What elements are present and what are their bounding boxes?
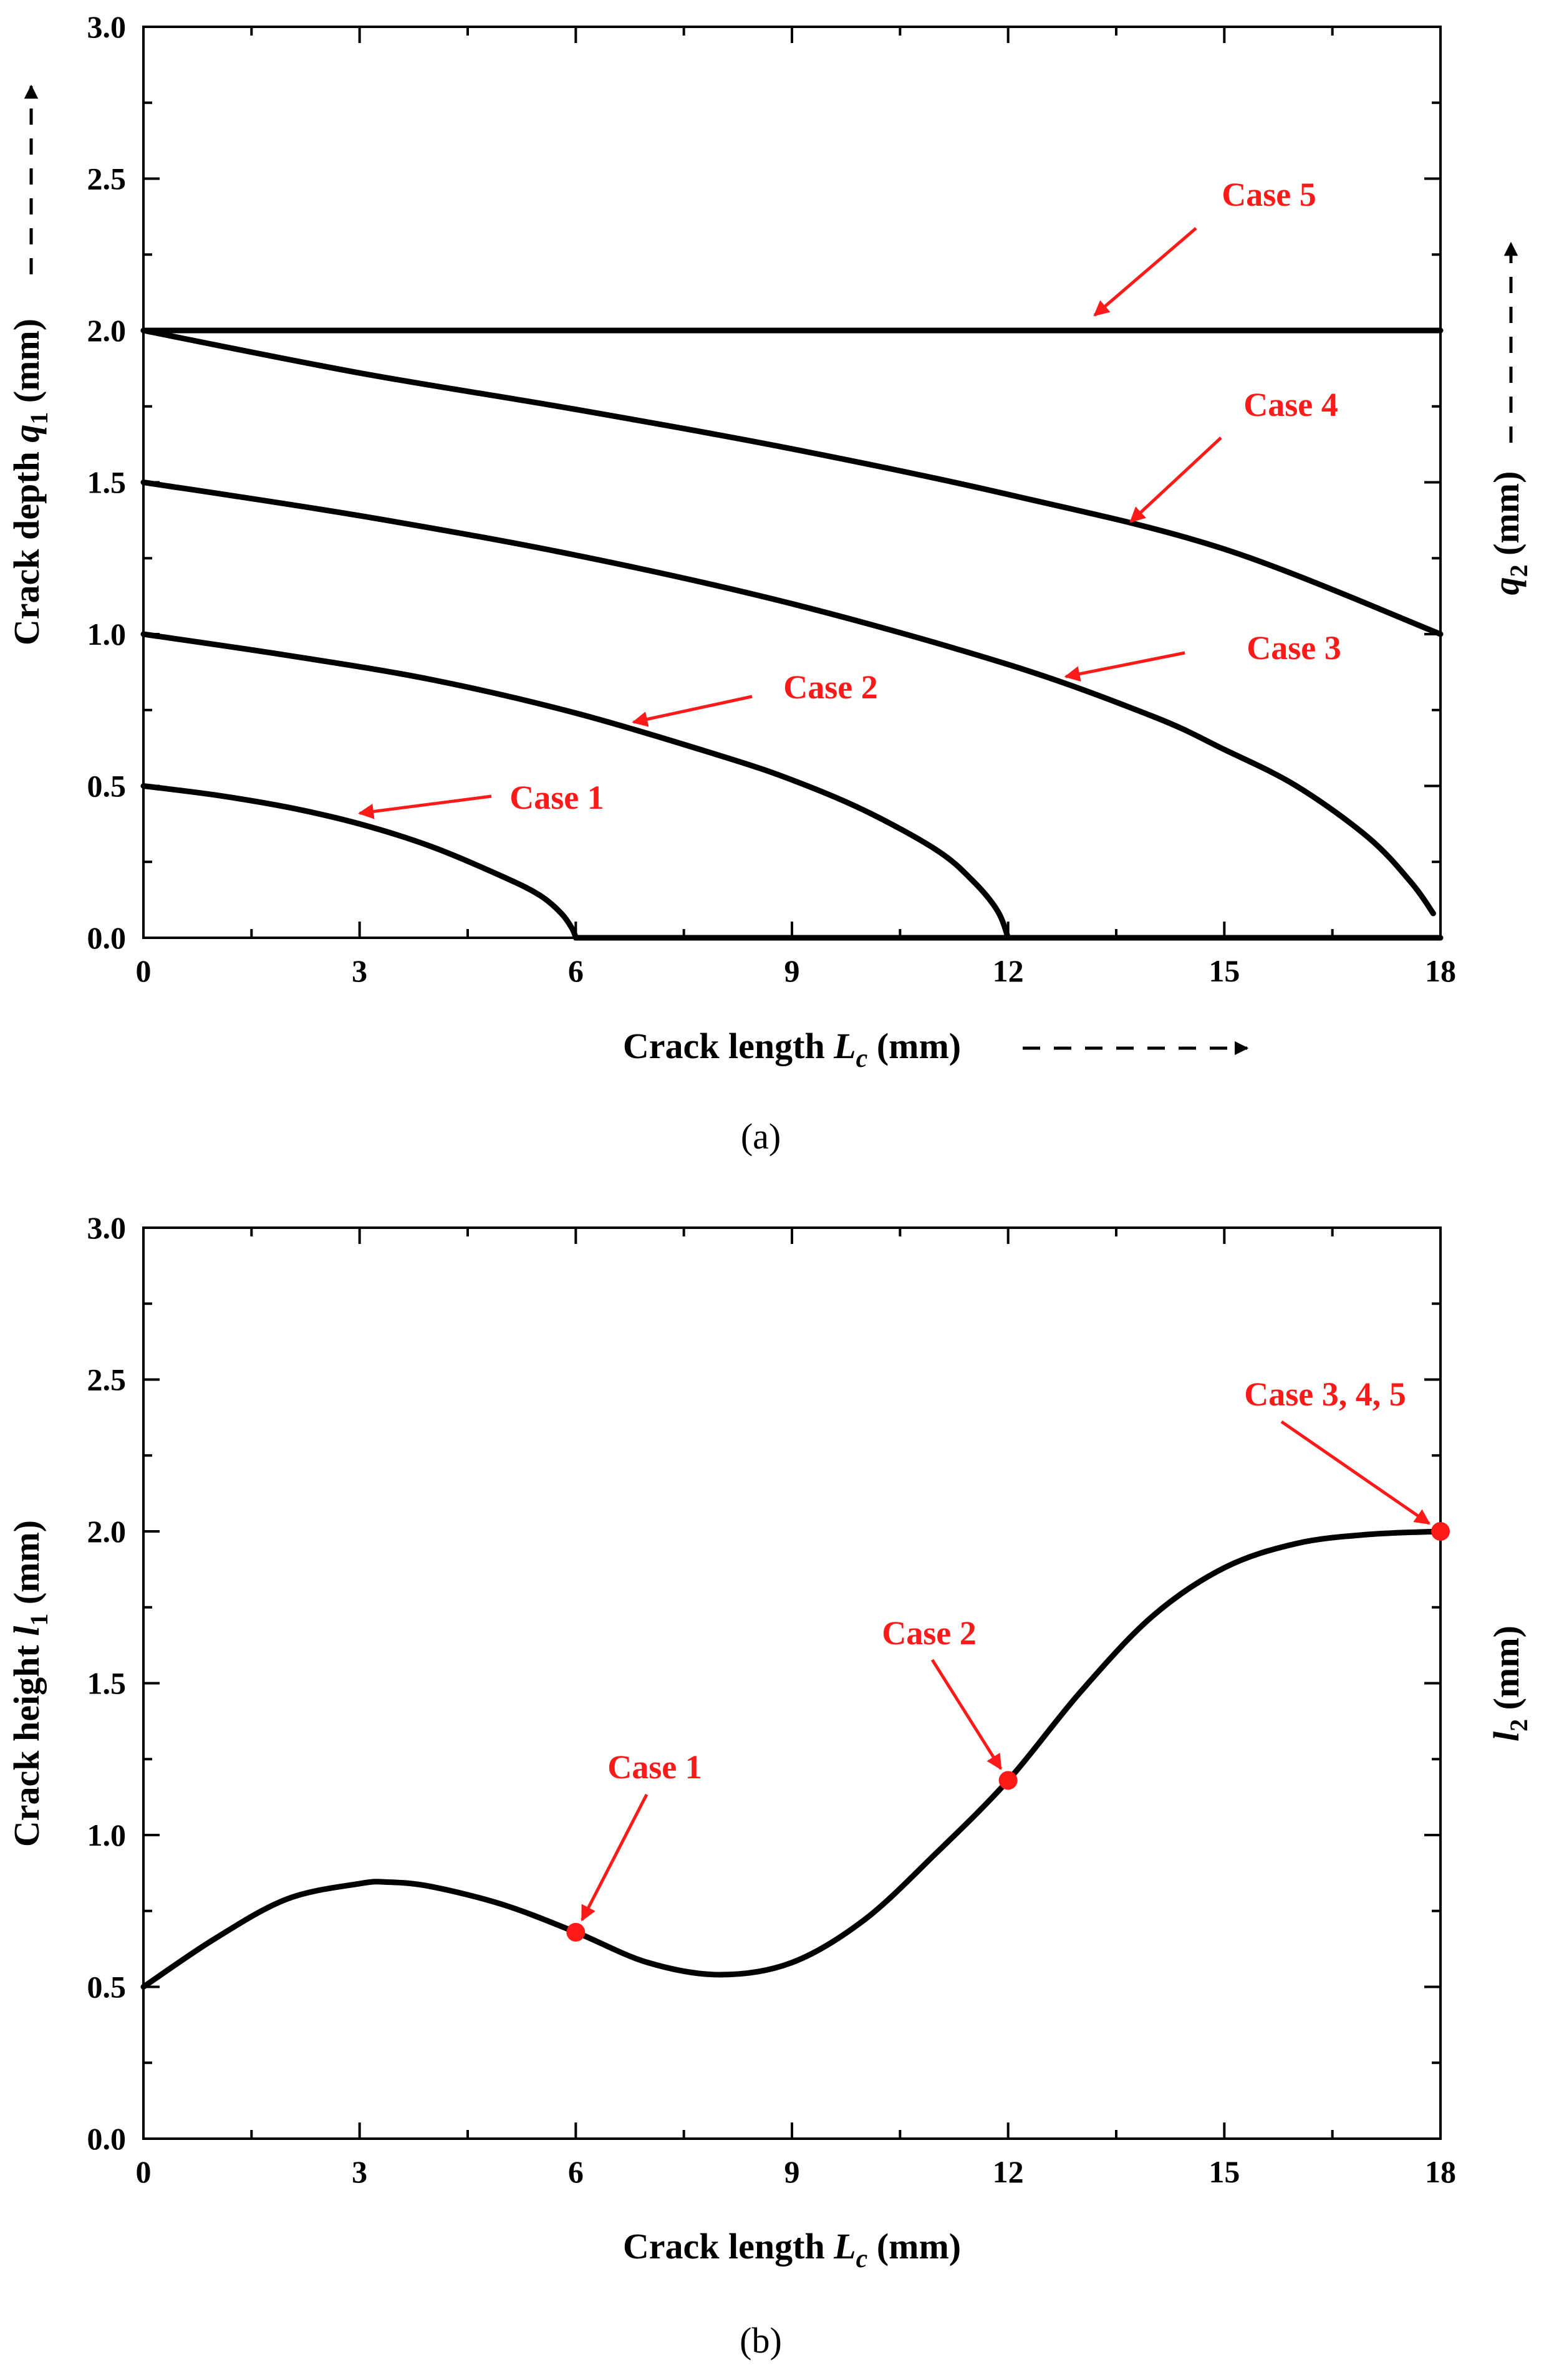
y-tick-label: 2.0 (87, 1514, 127, 1549)
curves (140, 327, 1444, 941)
series-line-case-3 (140, 479, 1436, 917)
y-tick-label: 1.5 (87, 465, 127, 500)
annotation-label: Case 2 (882, 1614, 976, 1652)
tick-labels: 0 3 6 9 12 15 18 0.0 0.5 1.0 1.5 2.0 2.5 3.0 (87, 1210, 1457, 2189)
annotations: Case 1 Case 2 Case 3, 4, 5 (566, 1375, 1450, 1942)
y-axis-title: Crack height l1 (mm) (6, 1520, 53, 1847)
y-tick-label: 0.5 (87, 1970, 127, 2005)
y-tick-label: 3.0 (87, 9, 127, 44)
series-line-case-4 (140, 327, 1444, 637)
panel-label-a: (a) (741, 1116, 781, 1157)
x-axis-title: Crack length Lc (mm) (623, 2226, 961, 2273)
annotation-label: Case 4 (1243, 386, 1338, 423)
y-tick-label: 0.0 (87, 2121, 127, 2156)
tick-marks (142, 1226, 1442, 2140)
x-tick-label: 9 (784, 2154, 800, 2189)
annotation-label: Case 2 (783, 668, 877, 706)
series-line-case-1 (140, 783, 1444, 941)
chart-panel-b: 0 3 6 9 12 15 180.00.51.01.52.02.53.0 Case 1Ca… (6, 1210, 1533, 2361)
x-tick-label: 18 (1425, 953, 1456, 988)
annotation-label: Case 5 (1222, 176, 1316, 213)
annotation-label: Case 3 (1247, 629, 1341, 667)
annotation-label: Case 3, 4, 5 (1244, 1375, 1406, 1413)
marker-point (1431, 1522, 1450, 1541)
x-tick-label: 0 (136, 953, 152, 988)
annotation-arrow (1064, 651, 1185, 682)
plot-frame (142, 26, 1442, 939)
panel-label-b: (b) (740, 2320, 782, 2361)
y-tick-label: 1.0 (87, 617, 127, 652)
tick-marks (142, 26, 1442, 939)
y2-axis-title: l2 (mm) (1486, 1626, 1533, 1742)
annotation-label: Case 1 (509, 779, 604, 816)
y-tick-label: 0.5 (87, 769, 127, 804)
x-tick-label: 9 (784, 953, 800, 988)
curves (140, 1528, 1444, 1990)
annotation-arrow (358, 794, 492, 819)
chart-panel-a: 0 3 6 9 12 15 180.00.51.01.52.02.53.0 Case 5Ca… (6, 9, 1533, 1157)
y-tick-label: 1.0 (87, 1818, 127, 1852)
marker-point (566, 1922, 586, 1942)
annotation-arrow (581, 1793, 649, 1922)
x-tick-label: 15 (1209, 953, 1240, 988)
y-tick-label: 3.0 (87, 1210, 127, 1245)
y-tick-label: 1.5 (87, 1666, 127, 1701)
x-tick-label: 18 (1425, 2154, 1456, 2189)
marker-point (998, 1771, 1018, 1790)
x-tick-label: 0 (136, 2154, 152, 2189)
y-tick-label: 0.0 (87, 920, 127, 955)
x-axis-title: Crack length Lc (mm) (623, 1026, 961, 1073)
annotation-label: Case 1 (607, 1748, 702, 1786)
annotation-arrow (1129, 436, 1222, 523)
x-tick-label: 12 (993, 2154, 1024, 2189)
y-tick-label: 2.5 (87, 161, 127, 196)
x-tick-label: 15 (1209, 2154, 1240, 2189)
x-tick-label: 12 (993, 953, 1024, 988)
tick-labels: 0 3 6 9 12 15 18 0.0 0.5 1.0 1.5 2.0 2.5 3.0 (87, 9, 1457, 988)
y2-axis-title: q2 (mm) (1486, 471, 1533, 595)
annotation-arrow (930, 1659, 1003, 1770)
plot-frame (142, 1226, 1442, 2140)
series-line-case-2 (140, 631, 1011, 941)
y-axis-title: Crack depth q1 (mm) (6, 319, 53, 645)
series-line-l (140, 1528, 1444, 1990)
x-tick-label: 6 (568, 2154, 584, 2189)
y-tick-label: 2.5 (87, 1362, 127, 1397)
annotations: Case 5 Case 4 Case 3 Case 2 Case 1 (358, 176, 1341, 819)
x-tick-label: 6 (568, 953, 584, 988)
annotation-arrow (1093, 227, 1197, 317)
x-tick-label: 3 (352, 2154, 367, 2189)
x-tick-label: 3 (352, 953, 367, 988)
y-tick-label: 2.0 (87, 313, 127, 348)
annotation-arrow (632, 695, 753, 727)
annotation-arrow (1280, 1420, 1431, 1525)
